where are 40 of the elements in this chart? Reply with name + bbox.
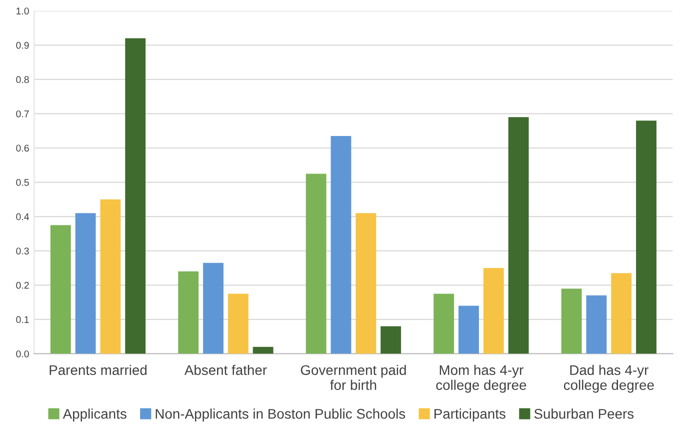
y-tick-label: 0.8 [16, 76, 29, 84]
y-tick-label: 0.9 [16, 42, 29, 49]
x-tick-label: Mom has 4-yr college degree [436, 364, 526, 393]
bar [306, 174, 326, 354]
bar [508, 117, 529, 354]
bar [458, 306, 479, 354]
bar [50, 225, 71, 354]
x-tick-label: Absent father [184, 364, 267, 376]
legend-label: Applicants [62, 408, 126, 422]
bar [203, 262, 224, 354]
bar [252, 346, 274, 354]
bar [100, 199, 121, 354]
bar [611, 273, 632, 354]
y-tick-label: 0.3 [16, 248, 29, 254]
y-tick-label: 0.4 [16, 213, 30, 220]
legend-label: Participants [434, 408, 506, 422]
legend-label: Non-Applicants in Boston Public Schools [156, 408, 406, 422]
bar [75, 213, 96, 354]
x-tick-label: Government paid for birth [300, 364, 406, 390]
x-tick-label: Dad has 4-yr college degree [564, 364, 654, 393]
x-tick-label: Parents married [50, 364, 147, 376]
bar [380, 326, 402, 354]
y-tick-label: 0.2 [16, 282, 29, 289]
y-tick-label: 1.0 [16, 8, 29, 14]
y-tick-label: 0.0 [16, 350, 29, 358]
bar [356, 213, 376, 354]
bar [228, 294, 248, 354]
y-tick-label: 0.5 [16, 179, 29, 186]
bar [561, 288, 582, 354]
bar [330, 136, 352, 354]
y-tick-label: 0.1 [16, 316, 29, 324]
bar [434, 294, 454, 354]
bar [178, 271, 199, 354]
bar [483, 268, 504, 354]
bar [125, 38, 146, 354]
y-tick-label: 0.7 [16, 110, 29, 118]
bar [636, 120, 656, 354]
y-tick-label: 0.6 [16, 144, 29, 152]
bar [586, 295, 607, 354]
legend-label: Suburban Peers [534, 408, 634, 419]
